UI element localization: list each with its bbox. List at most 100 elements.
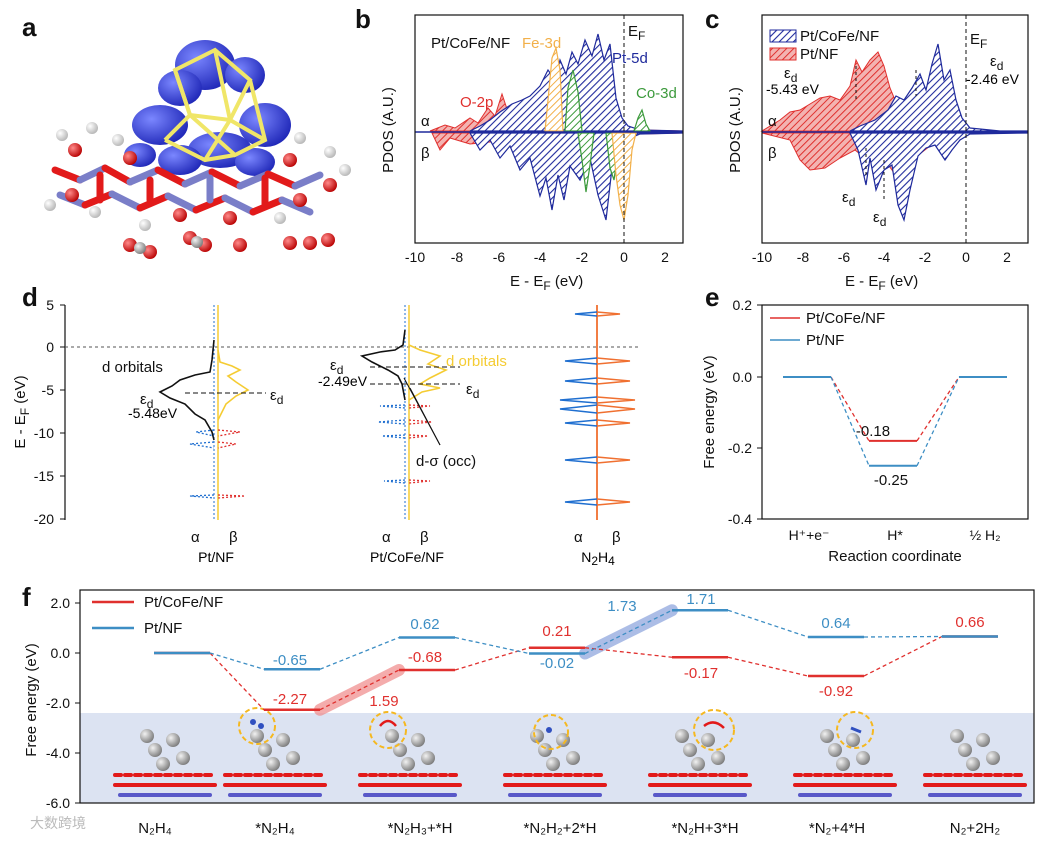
f-red-label-4: -0.17 xyxy=(684,665,718,682)
panel-f: f 2.0 0.0 -2.0 -4.0 -6.0 Free energy (eV… xyxy=(22,582,1035,837)
pdos-c-xlabel: E - EF (eV) xyxy=(845,273,918,293)
tick-b-3: -4 xyxy=(534,249,547,265)
pdos-b-frame xyxy=(414,14,684,244)
legend-e-0: Pt/CoFe/NF xyxy=(806,310,885,327)
beta-d-2: β xyxy=(612,529,621,546)
tick-b-6: 2 xyxy=(661,249,669,265)
e-xcat-1: H* xyxy=(887,527,903,543)
tick-f-2: -2.0 xyxy=(46,695,70,711)
tick-d-1: 0 xyxy=(46,339,54,355)
f-substrate-band xyxy=(80,713,1034,803)
eps-label-ptcofe: εd xyxy=(330,357,343,377)
beta-d-0: β xyxy=(229,529,238,546)
beta-label-c: β xyxy=(768,145,777,162)
structure-6 xyxy=(923,729,1027,797)
structure-5 xyxy=(793,711,897,797)
label-co-3d: Co-3d xyxy=(636,85,677,102)
panel-label-a: a xyxy=(22,12,37,42)
panel-e: e 0.2 0.0 -0.2 -0.4 Pt/CoFe/NF Pt/NF -0.… xyxy=(701,282,1029,565)
f-connector-s1-2 xyxy=(454,636,530,655)
ef-label-b: EF xyxy=(628,23,645,43)
legend-swatch-c-0 xyxy=(769,29,797,43)
tick-e-0: 0.2 xyxy=(733,297,753,313)
tick-c-3: -4 xyxy=(878,249,891,265)
f-connector-s1-0 xyxy=(209,652,265,670)
charge-density-render xyxy=(44,40,351,259)
e-xticks: H⁺+e⁻ H* ½ H₂ xyxy=(789,527,1001,543)
d-col-n2h4: α β N2H4 xyxy=(559,305,636,568)
d-orbitals-label-ptnf: d orbitals xyxy=(102,359,163,376)
legend-f-1: Pt/NF xyxy=(144,620,182,637)
tick-b-2: -6 xyxy=(493,249,506,265)
legend-swatch-c-1 xyxy=(769,47,797,61)
f-connector-s0-0 xyxy=(209,652,265,711)
f-connector-s1-1 xyxy=(319,636,400,670)
label-pt-5d: Pt-5d xyxy=(612,50,648,67)
tick-f-4: -6.0 xyxy=(46,795,70,811)
f-xcat-4: *N₂H+3*H xyxy=(671,820,738,837)
eps-label-ptcofe-right: εd xyxy=(466,381,479,401)
f-xcat-5: *N₂+4*H xyxy=(809,820,865,837)
f-red-label-1: -2.27 xyxy=(273,691,307,708)
beta-d-1: β xyxy=(420,529,429,546)
f-barrier-blue: 1.73 xyxy=(607,598,636,615)
legend-c-0: Pt/CoFe/NF xyxy=(800,28,879,45)
f-barrier-red: 1.59 xyxy=(369,693,398,710)
tick-f-3: -4.0 xyxy=(46,745,70,761)
f-blue-label-1: -0.65 xyxy=(273,652,307,669)
e-xcat-2: ½ H₂ xyxy=(969,527,1000,543)
panel-label-e: e xyxy=(705,282,719,312)
dsigma-label: d-σ (occ) xyxy=(416,453,476,470)
f-legend: Pt/CoFe/NF Pt/NF xyxy=(92,594,223,637)
eps-value-ptcofe: -2.49eV xyxy=(318,373,368,389)
pdos-b-xlabel: E - EF (eV) xyxy=(510,273,583,293)
f-plot-area xyxy=(154,604,998,716)
pdos-c-fills xyxy=(760,43,1029,223)
legend-e-1: Pt/NF xyxy=(806,332,844,349)
panel-d: d 5 0 -5 -10 -15 -20 E - EF (eV) xyxy=(12,282,640,568)
eps-label-c-b2: εd xyxy=(873,209,886,229)
tick-e-1: 0.0 xyxy=(733,369,753,385)
e-connector-s1-0 xyxy=(830,376,870,467)
col-name-ptcofe: Pt/CoFe/NF xyxy=(370,549,444,565)
alpha-label-c: α xyxy=(768,113,777,130)
d-col-ptnf: d orbitals εd -5.48eV εd α β Pt/NF xyxy=(102,305,283,565)
f-red-label-2: -0.68 xyxy=(408,649,442,666)
eps-markers-c xyxy=(855,66,917,200)
d-ylabel: E - EF (eV) xyxy=(12,375,32,448)
f-ylabel: Free energy (eV) xyxy=(23,643,40,756)
panel-label-d: d xyxy=(22,282,38,312)
tick-c-2: -6 xyxy=(838,249,851,265)
f-cluster-structures xyxy=(113,707,1027,797)
f-blue-label-3: -0.02 xyxy=(540,655,574,672)
e-legend: Pt/CoFe/NF Pt/NF xyxy=(770,310,885,349)
f-connector-s1-4 xyxy=(727,609,809,638)
eps-label-ptnf-right: εd xyxy=(270,387,283,407)
alpha-d-2: α xyxy=(574,529,583,546)
pdos-c-xticks: -10 -8 -6 -4 -2 0 2 xyxy=(752,249,1011,265)
structure-1 xyxy=(223,707,327,797)
alpha-d-0: α xyxy=(191,529,200,546)
f-xcat-2: *N₂H₃+*H xyxy=(388,820,453,837)
pdos-c-ylabel: PDOS (A.U.) xyxy=(727,87,744,173)
e-yticks: 0.2 0.0 -0.2 -0.4 xyxy=(728,297,762,527)
tick-d-2: -5 xyxy=(42,382,55,398)
watermark-logo: 大数跨境 xyxy=(30,815,86,831)
d-orbitals-label-ptcofe: d orbitals xyxy=(446,353,507,370)
label-fe-3d: Fe-3d xyxy=(522,35,561,52)
f-connector-s1-5 xyxy=(863,635,943,638)
legend-c-1: Pt/NF xyxy=(800,46,838,63)
f-connector-s0-3 xyxy=(584,647,673,658)
f-red-labels: -2.27 -0.68 0.21 -0.17 -0.92 0.66 xyxy=(273,614,985,708)
e-value-label-1: -0.25 xyxy=(874,472,908,489)
tick-b-0: -10 xyxy=(405,249,425,265)
e-ylabel: Free energy (eV) xyxy=(701,355,718,468)
f-blue-labels: -0.65 0.62 -0.02 1.71 0.64 xyxy=(273,591,851,672)
eps-label-c-b1: εd xyxy=(842,189,855,209)
pdos-b-title: Pt/CoFe/NF xyxy=(431,35,510,52)
f-xcat-6: N₂+2H₂ xyxy=(950,820,1001,837)
f-connector-s1-3 xyxy=(584,609,673,655)
structure-2 xyxy=(358,711,462,797)
pdos-b-fills xyxy=(415,33,684,221)
f-red-label-5: -0.92 xyxy=(819,683,853,700)
